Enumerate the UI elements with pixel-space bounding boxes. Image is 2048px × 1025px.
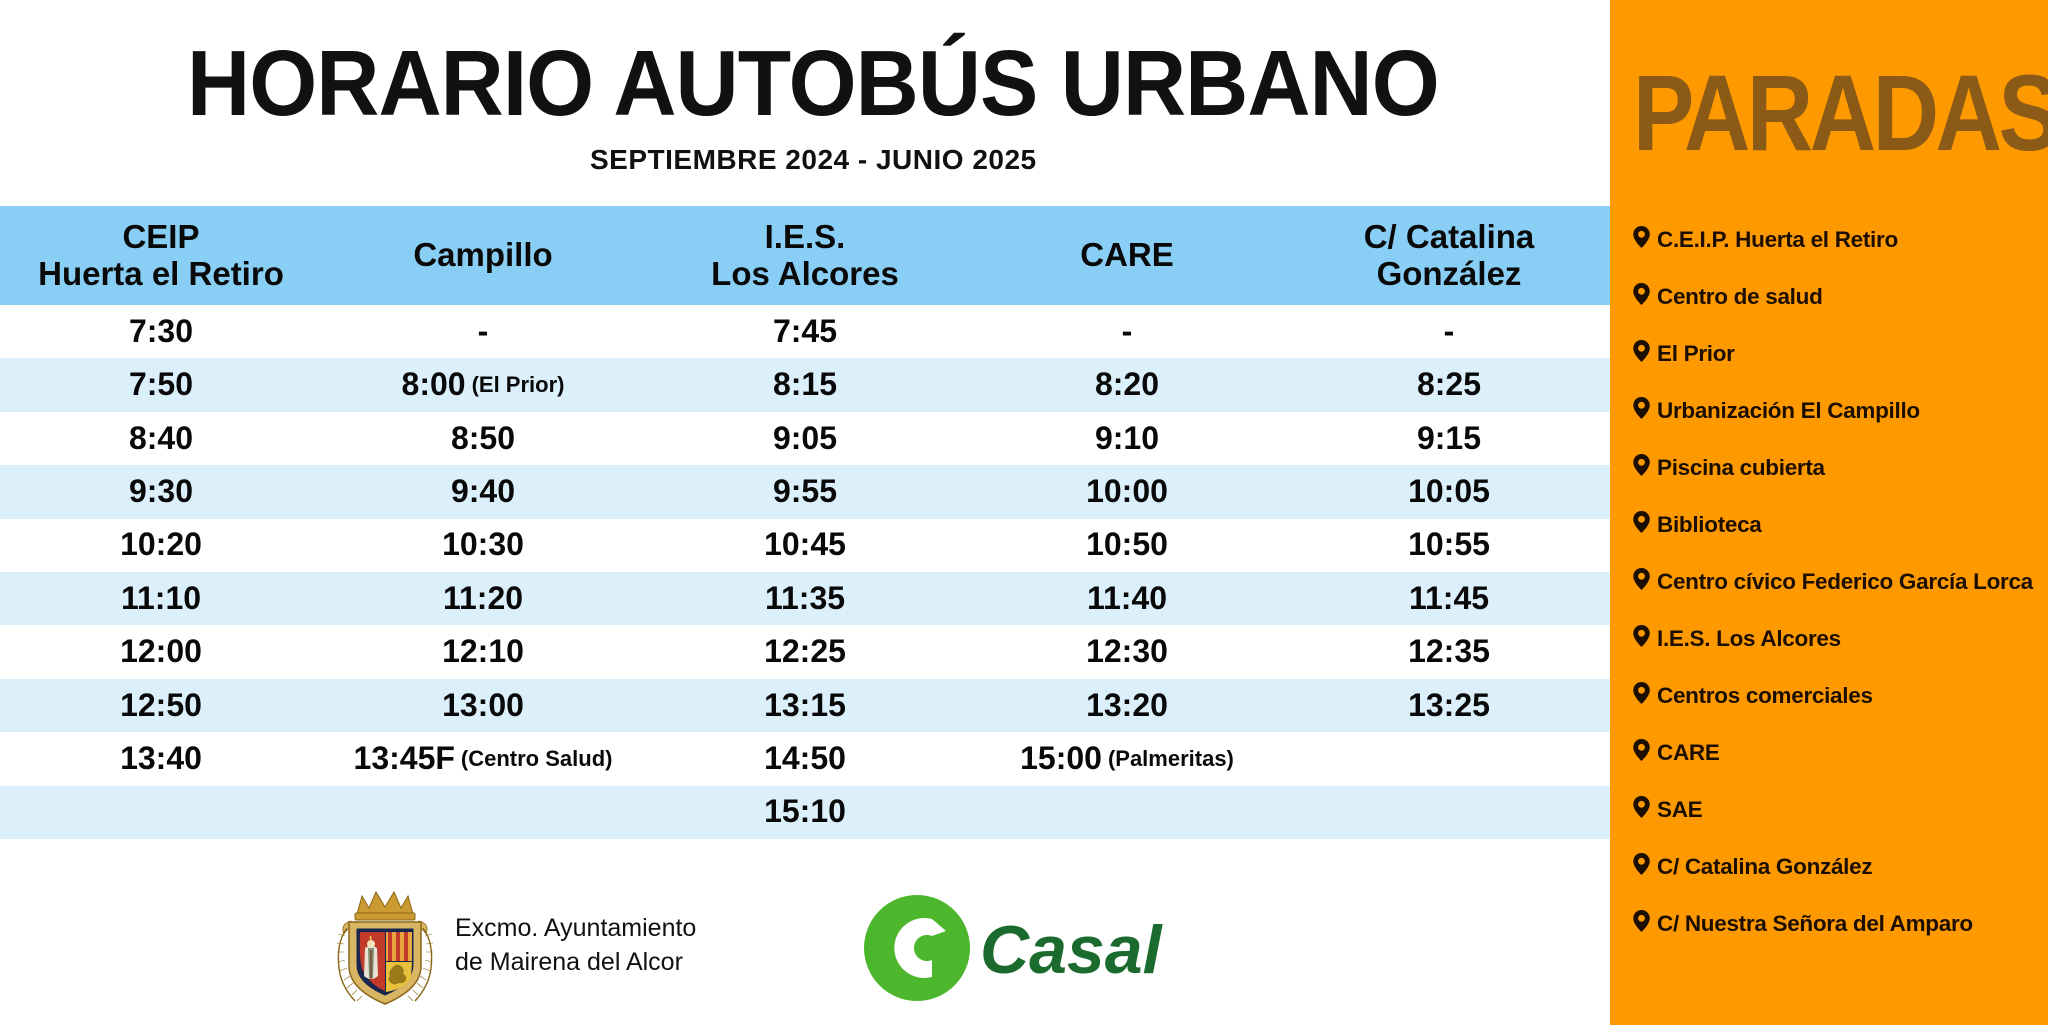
svg-text:Casal: Casal	[980, 912, 1164, 988]
